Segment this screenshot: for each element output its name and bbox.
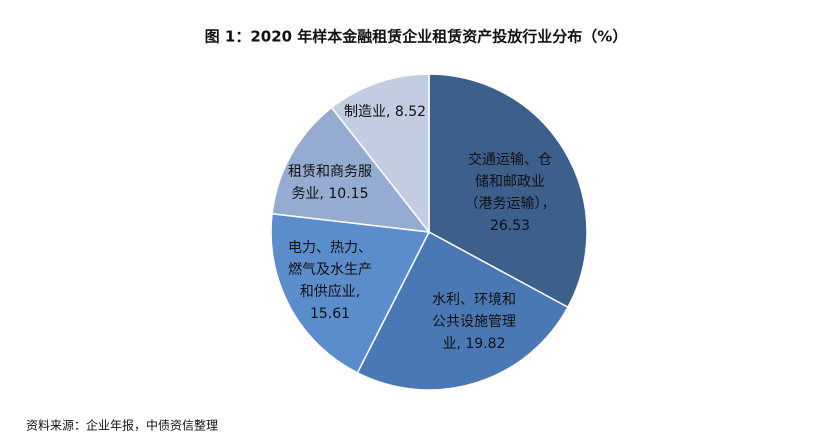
- slice-label: 租赁和商务服: [288, 164, 372, 180]
- slice-label: 和供应业,: [300, 283, 360, 300]
- pie-slice: [271, 106, 431, 233]
- pie-slice: [270, 212, 431, 374]
- slice-label: 务业, 10.15: [292, 186, 369, 202]
- source-note: 资料来源：企业年报，中债资信整理: [26, 418, 218, 433]
- slice-label: 15.61: [310, 306, 350, 322]
- pie-slice: [428, 73, 588, 309]
- chart-title: 图 1：2020 年样本金融租赁企业租赁资产投放行业分布（%）: [205, 28, 628, 46]
- slice-label: 制造业, 8.52: [344, 104, 426, 120]
- slice-label: 交通运输、仓: [468, 151, 552, 168]
- pie-slice: [356, 230, 569, 391]
- slice-label: （港务运输），: [465, 196, 556, 212]
- pie-slice: [330, 73, 430, 235]
- slice-label: 公共设施管理: [432, 314, 516, 330]
- slice-label: 26.53: [490, 218, 530, 234]
- slice-label: 燃气及水生产: [288, 261, 372, 278]
- slice-label: 业, 19.82: [443, 336, 506, 352]
- slice-label: 电力、热力、: [288, 240, 372, 256]
- slice-label: 水利、环境和: [432, 292, 516, 308]
- slice-label: 储和邮政业: [475, 174, 545, 190]
